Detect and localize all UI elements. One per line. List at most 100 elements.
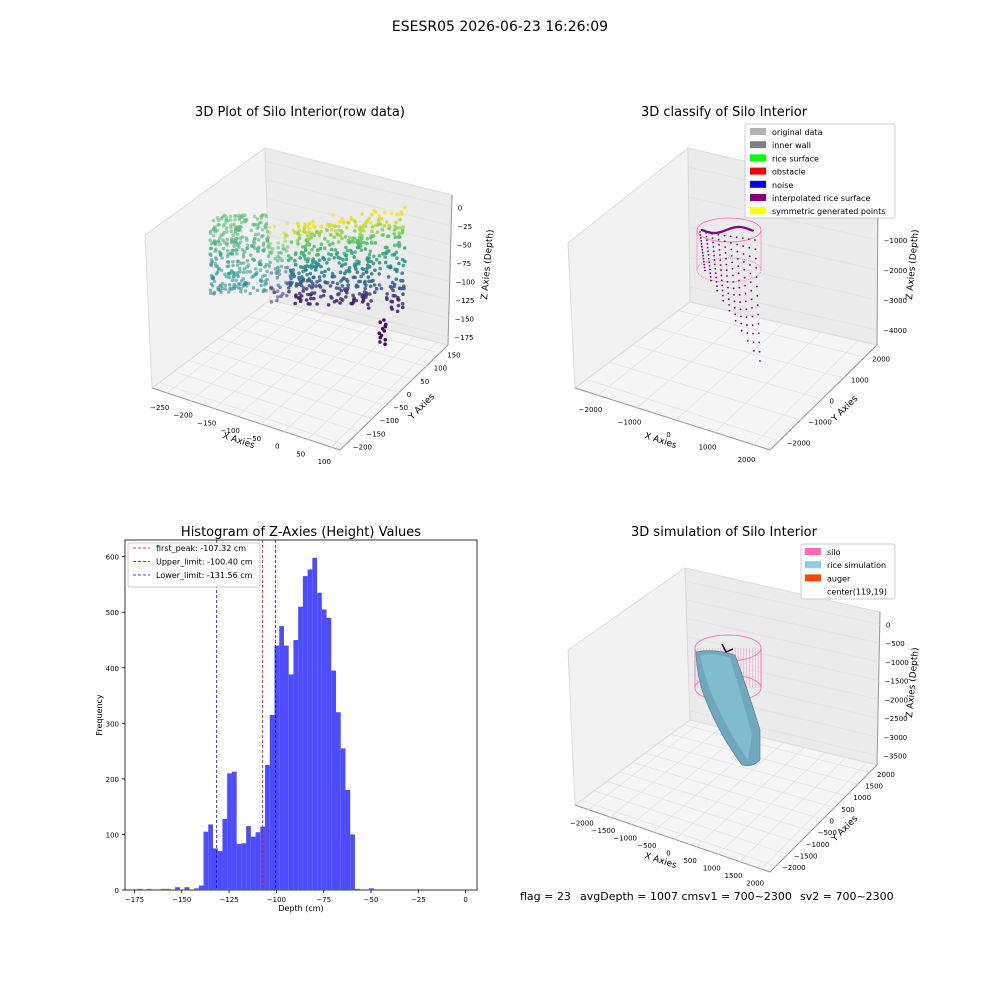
raw-point <box>248 291 252 296</box>
simulation-x-tick-label: 500 <box>683 857 696 865</box>
raw-point <box>387 223 392 228</box>
histogram-legend-label: Lower_limit: -131.56 cm <box>156 571 253 580</box>
classify-point <box>725 263 728 266</box>
raw-point <box>266 254 271 258</box>
raw-point <box>297 271 301 276</box>
raw-point <box>284 270 288 274</box>
raw-point <box>401 292 405 297</box>
raw-point <box>233 217 237 222</box>
raw-point <box>322 246 327 250</box>
raw-point <box>315 280 319 284</box>
simulation-y-tick-label: 0 <box>830 818 834 826</box>
raw-point <box>301 289 306 293</box>
raw-point <box>364 270 369 274</box>
raw-point <box>353 229 357 233</box>
raw-point <box>307 251 312 255</box>
raw-point <box>319 242 324 246</box>
raw-point <box>341 257 345 262</box>
classify-z-axis-label: Z Axies (Depth) <box>905 229 921 300</box>
simulation-plot-title: 3D simulation of Silo Interior <box>631 525 818 540</box>
raw-point <box>346 283 351 287</box>
simulation-x-gridline <box>672 742 784 842</box>
classify-y-tick-label: −2000 <box>787 440 811 448</box>
raw-point <box>294 251 298 255</box>
classify-point <box>736 258 739 260</box>
raw-point <box>330 271 335 276</box>
classify-x-tick-label: 0 <box>666 431 670 439</box>
classify-x-gridline <box>672 323 784 424</box>
raw-point <box>381 251 386 256</box>
raw-point <box>285 293 289 298</box>
raw-point <box>228 214 233 219</box>
classify-point <box>708 265 711 267</box>
raw-point <box>354 224 358 228</box>
raw-point <box>331 241 335 246</box>
classify-point <box>699 231 701 233</box>
classify-legend-swatch <box>750 128 766 135</box>
raw-point <box>263 273 267 278</box>
classify-x-tick-label: −1000 <box>618 419 642 427</box>
classify-point <box>743 276 746 279</box>
raw-point <box>386 264 390 269</box>
classify-x-axis-label: X Axies <box>643 431 678 451</box>
raw-y-gridline <box>159 382 347 446</box>
classify-y-ticks: −2000 −1000 0 1000 2000 <box>787 356 890 448</box>
raw-point <box>347 269 352 274</box>
raw-point <box>327 257 331 262</box>
raw-point <box>371 261 376 266</box>
classify-point <box>757 313 759 316</box>
raw-point <box>365 241 369 246</box>
raw-point <box>293 301 298 306</box>
raw-point <box>396 297 400 302</box>
raw-point <box>385 245 389 250</box>
raw-point <box>302 229 307 234</box>
panel-histogram: Histogram of Z-Axies (Height) Values −17… <box>95 525 478 913</box>
histogram-bar <box>321 609 327 890</box>
raw-point <box>242 267 246 271</box>
raw-point <box>343 262 348 266</box>
raw-point <box>231 260 235 264</box>
classify-point <box>729 235 732 238</box>
raw-point <box>391 288 395 293</box>
simulation-legend-label: center(119,19) <box>827 588 887 597</box>
raw-point <box>389 265 393 270</box>
raw-point <box>347 266 352 270</box>
raw-point <box>377 217 381 221</box>
raw-point <box>276 283 281 288</box>
raw-point <box>254 271 259 275</box>
classify-point <box>745 316 748 319</box>
classify-point <box>713 259 716 261</box>
simulation-legend-label: rice simulation <box>827 561 886 570</box>
raw-point <box>366 275 371 279</box>
histogram-bar <box>345 790 351 890</box>
raw-point <box>232 286 237 291</box>
classify-point <box>736 243 738 246</box>
classify-point <box>744 284 746 287</box>
classify-legend-swatch <box>750 194 766 201</box>
raw-point <box>317 258 322 263</box>
raw-x-ticks: −250 −200 −150 −100 −50 0 50 100 <box>150 404 331 466</box>
raw-point <box>256 246 260 251</box>
classify-point <box>727 286 729 289</box>
raw-point <box>366 306 371 310</box>
raw-point <box>303 268 308 272</box>
raw-point <box>363 279 367 284</box>
raw-point <box>326 303 331 307</box>
simulation-x-tick-label: −500 <box>637 842 656 850</box>
classify-point <box>732 281 735 283</box>
histogram-title: Histogram of Z-Axies (Height) Values <box>181 525 421 540</box>
simulation-legend-swatch <box>805 587 821 595</box>
raw-point <box>241 261 246 265</box>
classify-z-tick-label: −3000 <box>883 297 907 305</box>
raw-point <box>393 235 398 239</box>
histogram-bar <box>265 765 270 890</box>
classify-point <box>737 272 740 275</box>
raw-point <box>212 226 216 231</box>
raw-point <box>261 289 266 294</box>
classify-point <box>738 294 741 296</box>
raw-point <box>219 268 224 273</box>
raw-point <box>235 259 240 264</box>
raw-y-tick-label: 100 <box>434 365 447 373</box>
classify-point <box>709 276 712 278</box>
simulation-y-gridline <box>683 724 872 774</box>
